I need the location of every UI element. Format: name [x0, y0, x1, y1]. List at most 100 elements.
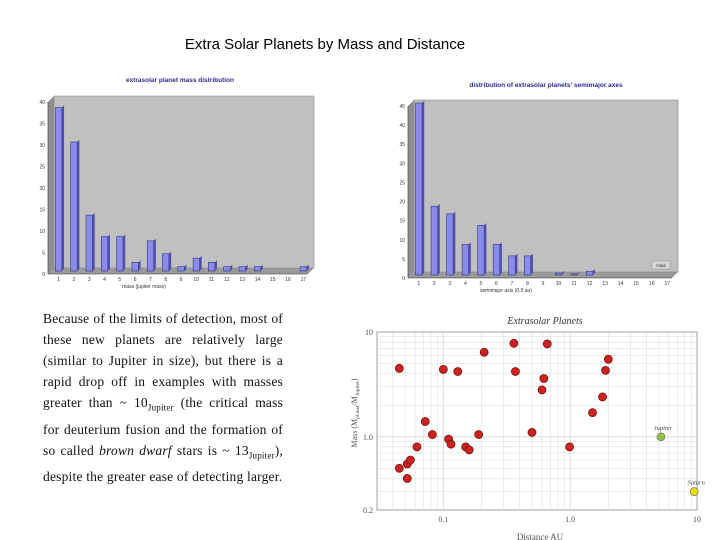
data-point [420, 417, 430, 426]
data-point [394, 363, 404, 373]
bar-side [92, 212, 95, 271]
x-tick-label: 2 [73, 277, 76, 283]
y-tick-label: 10 [399, 238, 405, 244]
bar [85, 214, 93, 272]
bar-side [184, 264, 187, 271]
paragraph-subscript-1: Jupiter [147, 402, 174, 413]
data-point [394, 463, 404, 473]
x-tick-label: 17 [301, 277, 307, 283]
y-tick-label: 5 [42, 251, 45, 257]
bar [461, 244, 469, 276]
x-axis-label: Distance AU [517, 532, 564, 540]
x-tick-label: 16 [649, 281, 655, 287]
bar [299, 266, 307, 272]
data-point [402, 474, 412, 483]
bar-side [214, 260, 217, 271]
data-point [464, 445, 474, 455]
x-tick-label: 6 [134, 277, 137, 283]
paragraph-part-3: stars is ~ 13 [171, 442, 249, 458]
body-paragraph: Because of the limits of detection, most… [43, 308, 283, 487]
bar [238, 266, 246, 272]
plot-area [53, 95, 315, 269]
y-tick-label: 10 [39, 229, 45, 235]
bar-side [260, 264, 263, 271]
y-axis-label-part: Mass (M [350, 419, 359, 448]
paragraph-subscript-2: Jupiter [248, 450, 275, 461]
bar-side [123, 234, 126, 271]
reference-point [689, 487, 699, 496]
x-tick-label: 10 [693, 515, 701, 524]
bar [446, 213, 454, 276]
reference-label: Saturn [688, 480, 705, 487]
x-tick-label: 15 [270, 277, 276, 283]
x-tick-label: 2 [433, 281, 436, 287]
bar-side [230, 264, 233, 271]
bar-side [77, 139, 80, 271]
data-point [539, 374, 549, 383]
x-tick-label: 3 [88, 277, 91, 283]
x-tick-label: 1.0 [565, 515, 575, 524]
data-point [474, 430, 484, 439]
bar-side [138, 260, 141, 271]
x-tick-label: 14 [618, 281, 624, 287]
y-tick-label: 30 [39, 143, 45, 149]
y-tick-label: 20 [399, 200, 405, 206]
bar [477, 225, 485, 276]
bar-side [306, 264, 309, 271]
x-tick-label: 16 [285, 277, 291, 283]
x-tick-label: 1 [57, 277, 60, 283]
y-tick-label: 15 [39, 208, 45, 214]
bar-side [592, 268, 596, 275]
bar-side [530, 253, 533, 275]
y-tick-label: 40 [399, 123, 405, 129]
bar [430, 205, 438, 276]
bar-side [168, 251, 172, 271]
bar-side [437, 204, 440, 275]
data-point [598, 392, 607, 402]
y-tick-label: 15 [399, 219, 405, 225]
bar [101, 236, 108, 272]
y-tick-label: 10 [365, 328, 373, 337]
y-tick-label: 0 [42, 272, 45, 278]
bar [146, 240, 154, 272]
bar-side [484, 223, 487, 275]
x-tick-label: 9 [180, 277, 183, 283]
bar-side [577, 271, 580, 275]
bar [70, 141, 78, 272]
bar [208, 262, 216, 272]
y-tick-label: 25 [399, 180, 405, 186]
data-point [412, 442, 422, 452]
y-axis-label-part: Jupiter [355, 381, 361, 396]
x-tick-label: 11 [571, 281, 576, 287]
y-tick-label: 40 [39, 100, 45, 106]
data-point [601, 366, 610, 375]
data-point [438, 364, 448, 374]
chart-title: Extrasolar Planets [506, 316, 582, 327]
x-tick-label: 8 [526, 281, 529, 287]
y-tick-label: 30 [399, 161, 405, 167]
y-axis-label-part: ) [350, 378, 359, 381]
x-tick-label: 11 [209, 277, 214, 283]
bar-side [561, 270, 564, 275]
x-tick-label: 10 [556, 281, 562, 287]
bar-side [199, 255, 202, 271]
semimajor-axis-distribution-chart: distribution of extrasolar planets' semi… [399, 82, 679, 294]
data-point [603, 354, 613, 364]
data-point [427, 430, 437, 439]
bar [570, 273, 578, 276]
bar-side [153, 238, 156, 271]
x-tick-label: 9 [542, 281, 545, 287]
bar [508, 255, 516, 276]
bar [192, 257, 200, 272]
bar-side [61, 105, 65, 272]
plot-area [376, 331, 698, 511]
paragraph-part-2: (the critical mass for deuterium fusion … [43, 395, 283, 458]
bar [116, 236, 124, 272]
y-axis-label-part: /M [350, 396, 359, 405]
y-tick-label: 35 [399, 142, 405, 148]
bar [586, 270, 594, 276]
data-point [527, 428, 537, 437]
x-axis-label: mass (jupiter mass) [122, 284, 166, 290]
bar [415, 102, 423, 276]
x-tick-label: 5 [118, 277, 121, 283]
